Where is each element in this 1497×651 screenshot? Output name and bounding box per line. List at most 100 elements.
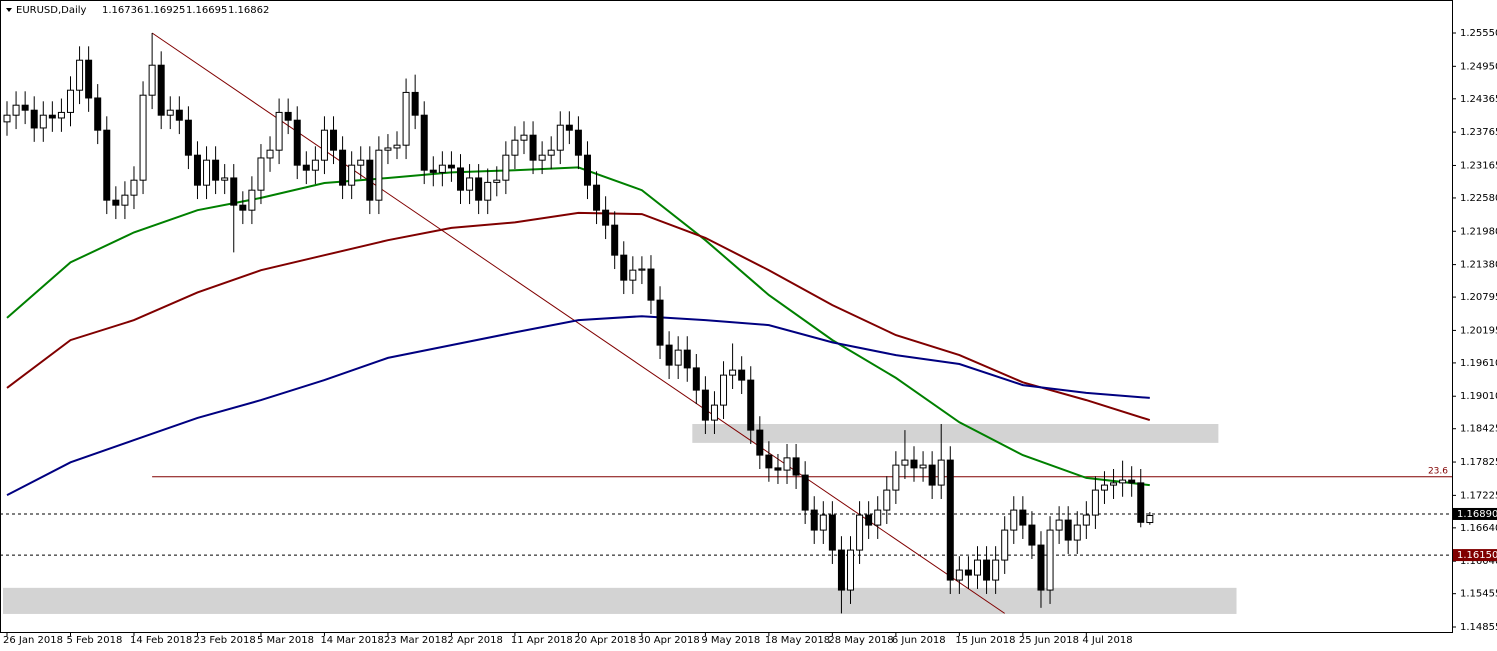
- candle-body: [30, 109, 38, 129]
- y-tick-label: 1.19610: [1460, 358, 1497, 369]
- y-tick-label: 1.20795: [1460, 292, 1497, 303]
- candle-body: [602, 209, 610, 226]
- candle-body: [1037, 544, 1045, 591]
- moving-average: [6, 211, 1151, 422]
- candle-body: [1119, 479, 1127, 484]
- candle-body: [583, 154, 591, 186]
- x-tick-label: 6 Jun 2018: [892, 635, 946, 646]
- candle-body: [538, 154, 546, 161]
- candle-body: [747, 379, 755, 431]
- candle-body: [1019, 509, 1027, 526]
- candle-body: [112, 199, 120, 206]
- candle-body: [774, 467, 782, 471]
- candle-body: [738, 369, 746, 381]
- candle-body: [565, 124, 573, 131]
- candle-body: [1137, 482, 1145, 523]
- y-tick-label: 1.15455: [1460, 589, 1497, 600]
- y-tick-label: 1.14855: [1460, 622, 1497, 633]
- candle-body: [320, 129, 328, 161]
- x-tick-label: 4 Jul 2018: [1082, 635, 1132, 646]
- y-tick-label: 1.20195: [1460, 325, 1497, 336]
- x-tick-label: 5 Feb 2018: [66, 635, 122, 646]
- candle-body: [484, 181, 492, 201]
- candle-body: [1055, 519, 1063, 531]
- candle-body: [629, 269, 637, 281]
- candle-body: [1146, 515, 1154, 524]
- candle-body: [221, 177, 229, 181]
- x-tick-label: 2 Apr 2018: [447, 635, 502, 646]
- candle-body: [457, 167, 464, 191]
- candle-body: [103, 129, 111, 201]
- candle-body: [1010, 509, 1018, 531]
- y-tick-label: 1.21980: [1460, 226, 1497, 237]
- candle-body: [892, 464, 900, 491]
- candle-body: [502, 154, 510, 181]
- candle-body: [874, 509, 882, 526]
- candle-body: [357, 159, 365, 166]
- candle-body: [148, 64, 156, 96]
- candle-body: [166, 109, 174, 116]
- y-tick-label: 1.16640: [1460, 523, 1497, 534]
- candle-body: [810, 509, 818, 531]
- candle-body: [919, 464, 927, 469]
- x-tick-label: 28 May 2018: [828, 635, 893, 646]
- candle-body: [284, 111, 292, 121]
- candle-body: [819, 514, 827, 531]
- header-value: 1.16695: [186, 5, 227, 16]
- candle-body: [175, 109, 183, 121]
- candle-body: [339, 149, 347, 186]
- candle-body: [1064, 519, 1072, 541]
- candle-body: [946, 459, 954, 581]
- candle-body: [130, 179, 138, 196]
- candle-body: [266, 149, 274, 159]
- candle-body: [856, 514, 864, 551]
- candle-body: [94, 97, 102, 131]
- candle-body: [1073, 524, 1081, 541]
- candle-body: [239, 204, 247, 211]
- candle-body: [393, 144, 401, 149]
- menu-arrow[interactable]: [6, 8, 12, 12]
- candle-body: [656, 299, 664, 346]
- candle-body: [910, 459, 918, 469]
- x-tick-label: 11 Apr 2018: [511, 635, 573, 646]
- x-tick-label: 23 Mar 2018: [384, 635, 447, 646]
- candle-body: [638, 268, 646, 271]
- candle-body: [1091, 489, 1099, 516]
- candle-body: [710, 404, 718, 421]
- candle-body: [39, 114, 47, 129]
- candle-body: [3, 114, 11, 123]
- candle-body: [1028, 524, 1036, 546]
- candle-body: [1082, 514, 1090, 526]
- x-tick-label: 18 May 2018: [765, 635, 830, 646]
- candle-body: [475, 177, 483, 201]
- candle-body: [928, 464, 936, 486]
- x-tick-label: 15 Jun 2018: [955, 635, 1015, 646]
- candle-body: [783, 457, 791, 471]
- candle-body: [411, 91, 419, 116]
- candle-body: [429, 169, 437, 173]
- candle-body: [57, 111, 65, 119]
- y-tick-label: 1.18425: [1460, 424, 1497, 435]
- candle-body: [420, 114, 428, 171]
- price-label-box: [1453, 549, 1497, 562]
- candle-body: [402, 91, 410, 146]
- fib-label: 23.6: [1428, 466, 1448, 476]
- y-tick-label: 1.22580: [1460, 193, 1497, 204]
- symbol: EURUSD,Daily: [16, 5, 87, 16]
- candle-body: [574, 129, 582, 156]
- candle-body: [203, 159, 211, 186]
- candle-body: [466, 177, 474, 191]
- plot-area: [0, 0, 1453, 633]
- x-tick-label: 30 Apr 2018: [638, 635, 700, 646]
- candle-body: [883, 489, 891, 511]
- candle-body: [520, 134, 528, 141]
- candle-body: [556, 124, 564, 151]
- candle-body: [184, 119, 192, 156]
- candle-body: [529, 134, 537, 161]
- candle-body: [330, 129, 338, 151]
- x-tick-label: 14 Feb 2018: [130, 635, 192, 646]
- candle-body: [837, 549, 845, 591]
- candle-body: [1001, 529, 1009, 561]
- candle-body: [692, 367, 700, 391]
- candle-body: [121, 194, 129, 206]
